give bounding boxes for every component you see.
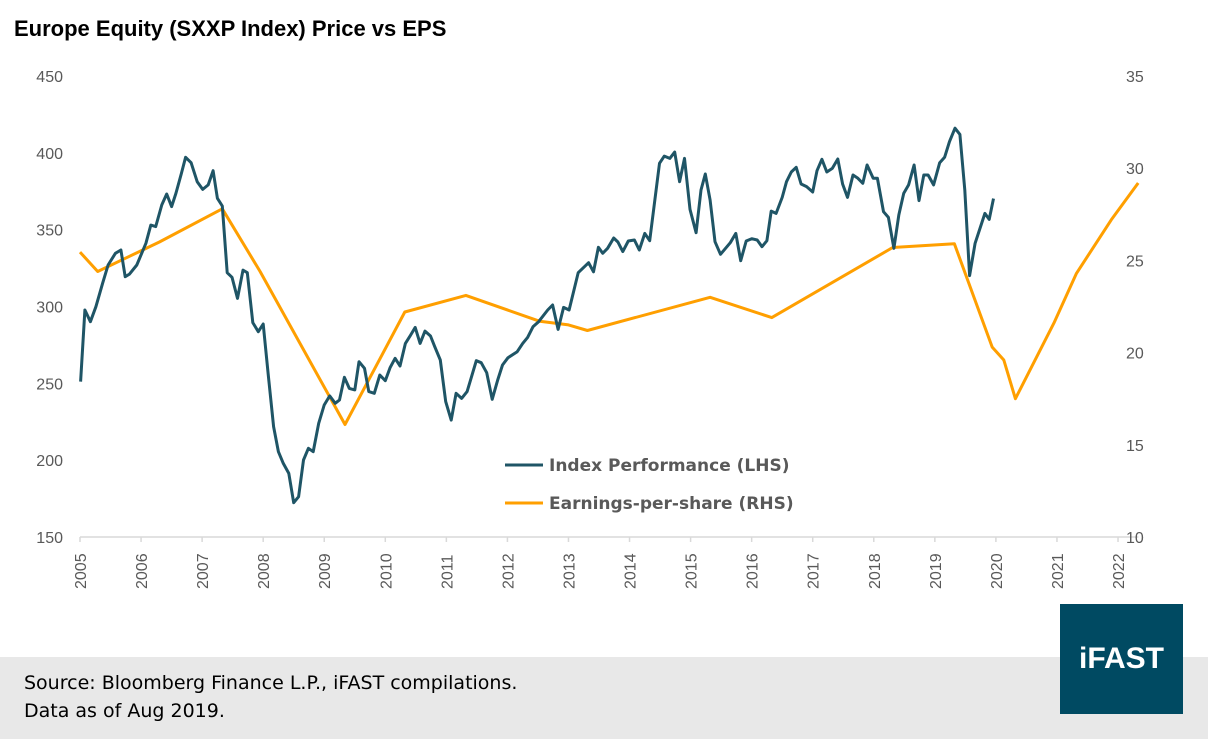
ifast-logo: iFAST: [1060, 604, 1183, 714]
y-right-tick-label: 15: [1126, 438, 1144, 455]
source-note: Source: Bloomberg Finance L.P., iFAST co…: [24, 672, 518, 694]
x-tick-label: 2011: [439, 554, 456, 589]
chart-title: Europe Equity (SXXP Index) Price vs EPS: [14, 16, 447, 41]
chart-area: 2005 2006 2007 2008 2009 2010 2011 2012 2013 2014…: [36, 69, 1144, 589]
y-right-tick-label: 25: [1126, 253, 1144, 270]
y-left-tick-label: 150: [36, 530, 63, 547]
y-right-tick-label: 35: [1126, 69, 1144, 86]
x-tick-label: 2009: [317, 553, 334, 589]
x-tick-label: 2018: [867, 553, 884, 589]
x-tick-label: 2005: [73, 553, 90, 589]
y-left-tick-label: 400: [36, 146, 63, 163]
index-performance-line: [79, 126, 995, 505]
x-tick-label: 2006: [134, 553, 151, 589]
x-tick-label: 2022: [1111, 553, 1128, 589]
x-tick-label: 2020: [989, 553, 1006, 589]
eps-line: [78, 182, 1140, 426]
x-tick-label: 2016: [745, 553, 762, 589]
x-tick-label: 2017: [806, 553, 823, 589]
x-tick-label: 2019: [928, 553, 945, 589]
footer: Source: Bloomberg Finance L.P., iFAST co…: [0, 657, 1208, 739]
x-tick-label: 2012: [500, 553, 517, 589]
y-left-tick-label: 200: [36, 453, 63, 470]
y-left-tick-label: 300: [36, 300, 63, 317]
legend: Index Performance (LHS) Earnings-per-sha…: [505, 456, 794, 514]
x-tick-label: 2021: [1050, 553, 1067, 589]
x-tick-label: 2013: [561, 553, 578, 589]
x-tick-label: 2015: [684, 553, 701, 589]
y-left-tick-label: 350: [36, 223, 63, 240]
y-right-tick-label: 30: [1126, 161, 1144, 178]
x-tick-label: 2010: [378, 553, 395, 589]
x-tick-label: 2008: [256, 553, 273, 589]
y-right-tick-label: 10: [1126, 530, 1144, 547]
legend-label-eps: Earnings-per-share (RHS): [549, 494, 794, 514]
x-tick-label: 2014: [623, 553, 640, 589]
legend-label-index: Index Performance (LHS): [549, 456, 790, 476]
x-tick-label: 2007: [195, 553, 212, 589]
logo-text: iFAST: [1078, 642, 1164, 675]
y-left-tick-label: 250: [36, 376, 63, 393]
y-right-tick-label: 20: [1126, 346, 1144, 363]
y-left-tick-label: 450: [36, 69, 63, 86]
data-date-note: Data as of Aug 2019.: [24, 700, 225, 722]
